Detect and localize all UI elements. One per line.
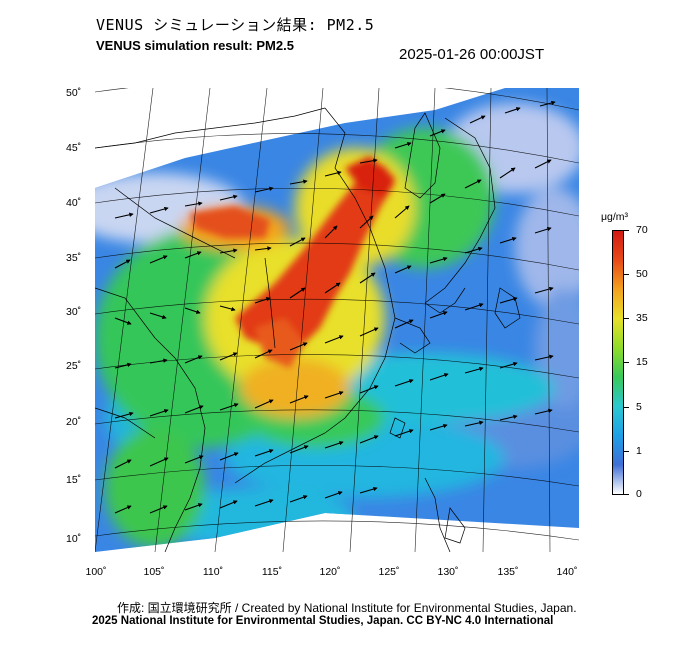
lon-label-110: 110˚ xyxy=(202,566,224,578)
lon-label-135: 135˚ xyxy=(497,566,519,578)
lon-label-130: 130˚ xyxy=(437,566,459,578)
colorbar-tickmark xyxy=(624,318,629,319)
license-line: 2025 National Institute for Environmenta… xyxy=(92,615,554,627)
colorbar-tickmark xyxy=(624,274,629,275)
colorbar-tickmark xyxy=(624,407,629,408)
lat-label-40: 40˚ xyxy=(66,197,82,209)
title-en: VENUS simulation result: PM2.5 xyxy=(96,38,294,53)
lat-label-25: 25˚ xyxy=(66,360,82,372)
credit-line: 作成: 国立環境研究所 / Created by National Instit… xyxy=(117,601,577,615)
colorbar-tick-15: 15 xyxy=(636,356,648,368)
colorbar-tickmark xyxy=(624,230,629,231)
lat-label-15: 15˚ xyxy=(66,474,82,486)
lat-label-10: 10˚ xyxy=(66,533,82,545)
map-frame xyxy=(95,88,579,552)
lon-label-140: 140˚ xyxy=(556,566,578,578)
wind-vectors xyxy=(114,100,556,514)
lat-label-20: 20˚ xyxy=(66,416,82,428)
colorbar-tick-50: 50 xyxy=(636,268,648,280)
colorbar-tick-1: 1 xyxy=(636,445,642,457)
colorbar-tick-35: 35 xyxy=(636,312,648,324)
colorbar-tick-0: 0 xyxy=(636,488,642,500)
lat-label-45: 45˚ xyxy=(66,142,82,154)
lon-label-120: 120˚ xyxy=(319,566,341,578)
colorbar-tickmark xyxy=(624,451,629,452)
colorbar-tickmark xyxy=(624,362,629,363)
lon-label-115: 115˚ xyxy=(261,566,283,578)
lon-label-100: 100˚ xyxy=(85,566,107,578)
lat-label-30: 30˚ xyxy=(66,306,82,318)
colorbar-tickmark xyxy=(624,494,629,495)
graticule xyxy=(95,88,579,552)
timestamp: 2025-01-26 00:00JST xyxy=(399,46,545,63)
lat-label-35: 35˚ xyxy=(66,252,82,264)
colorbar xyxy=(612,230,624,495)
lon-label-105: 105˚ xyxy=(143,566,165,578)
pm25-map xyxy=(95,88,579,552)
colorbar-tick-5: 5 xyxy=(636,401,642,413)
lon-label-125: 125˚ xyxy=(378,566,400,578)
title-jp: VENUS シミュレーション結果: PM2.5 xyxy=(96,16,375,34)
lat-label-50: 50˚ xyxy=(66,87,82,99)
colorbar-tick-70: 70 xyxy=(636,224,648,236)
colorbar-unit: μg/m³ xyxy=(601,211,629,223)
